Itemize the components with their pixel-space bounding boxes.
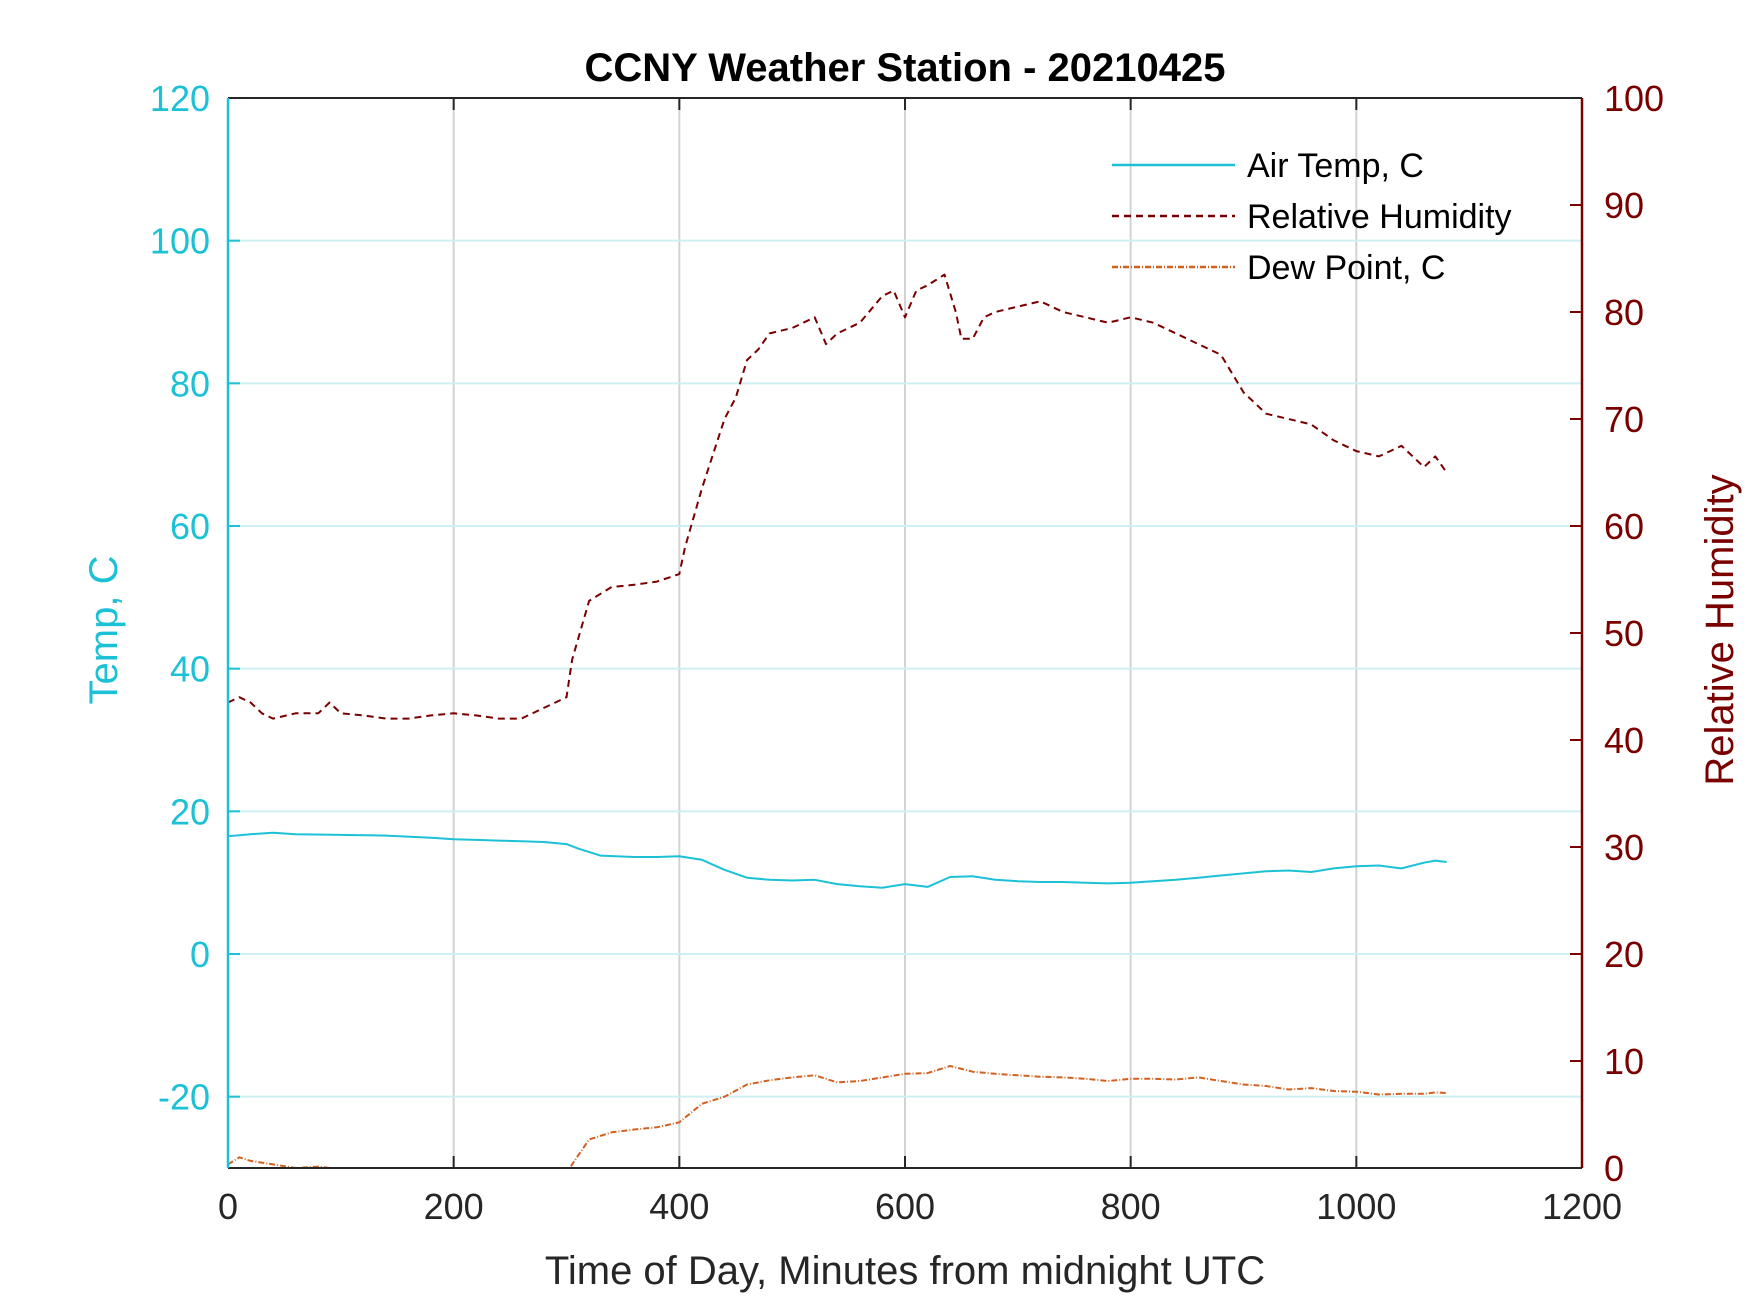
axes <box>226 97 1584 1169</box>
legend-label-0: Air Temp, C <box>1247 147 1424 185</box>
x-tick-label: 800 <box>1101 1186 1161 1227</box>
y-right-tick-label: 50 <box>1604 613 1644 654</box>
y-right-tick-label: 30 <box>1604 827 1644 868</box>
grid-lines <box>228 98 1582 1168</box>
y-left-tick-label: 100 <box>150 221 210 262</box>
y-right-tick-label: 90 <box>1604 185 1644 226</box>
y-left-tick-label: -20 <box>158 1077 210 1118</box>
x-tick-label: 600 <box>875 1186 935 1227</box>
y-right-tick-label: 20 <box>1604 934 1644 975</box>
y-right-tick-label: 70 <box>1604 399 1644 440</box>
y-right-tick-label: 0 <box>1604 1148 1624 1189</box>
y-left-tick-label: 120 <box>150 78 210 119</box>
tick-labels: 0 200 400 600 800 1000 1200120100806040200-201… <box>150 78 1664 1227</box>
legend-label-2: Dew Point, C <box>1247 249 1445 287</box>
y-right-tick-label: 80 <box>1604 292 1644 333</box>
x-tick-label: 400 <box>649 1186 709 1227</box>
y-left-tick-label: 0 <box>190 934 210 975</box>
y-axis-label-left: Temp, C <box>82 556 126 705</box>
x-tick-label: 0 <box>218 1186 238 1227</box>
y-left-tick-label: 20 <box>170 791 210 832</box>
y-right-tick-label: 60 <box>1604 506 1644 547</box>
y-left-tick-label: 40 <box>170 649 210 690</box>
chart-title: CCNY Weather Station - 20210425 <box>585 46 1226 90</box>
legend: Air Temp, C Relative Humidity Dew Point, C <box>1112 147 1512 287</box>
series-line-0 <box>228 831 1447 889</box>
y-axis-label-right: Relative Humidity <box>1698 474 1742 785</box>
legend-label-1: Relative Humidity <box>1247 198 1512 236</box>
series-line-1 <box>228 273 1448 720</box>
x-axis-label: Time of Day, Minutes from midnight UTC <box>545 1249 1265 1293</box>
y-left-tick-label: 80 <box>170 363 210 404</box>
y-right-tick-label: 40 <box>1604 720 1644 761</box>
y-right-tick-label: 10 <box>1604 1041 1644 1082</box>
y-right-tick-label: 100 <box>1604 78 1664 119</box>
x-tick-label: 1000 <box>1316 1186 1396 1227</box>
x-tick-label: 1200 <box>1542 1186 1622 1227</box>
x-tick-label: 200 <box>424 1186 484 1227</box>
series-line-2 <box>228 1065 1447 1168</box>
y-left-tick-label: 60 <box>170 506 210 547</box>
series-lines <box>228 273 1448 1168</box>
